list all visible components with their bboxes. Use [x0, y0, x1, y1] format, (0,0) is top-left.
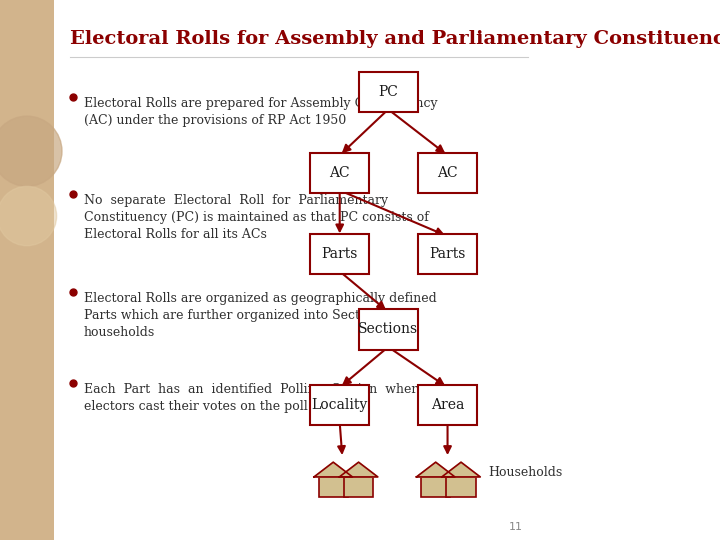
Text: Electoral Rolls for Assembly and Parliamentary Constituency: Electoral Rolls for Assembly and Parliam… [70, 30, 720, 48]
Text: AC: AC [437, 166, 458, 180]
Text: Electoral Rolls are prepared for Assembly Constituency
(AC) under the provisions: Electoral Rolls are prepared for Assembl… [84, 97, 437, 127]
Polygon shape [314, 462, 353, 477]
Bar [421, 477, 451, 497]
FancyBboxPatch shape [0, 0, 54, 540]
FancyBboxPatch shape [418, 384, 477, 426]
Polygon shape [339, 462, 378, 477]
Text: Locality: Locality [312, 398, 368, 412]
FancyBboxPatch shape [310, 233, 369, 274]
FancyBboxPatch shape [310, 152, 369, 193]
FancyBboxPatch shape [359, 309, 418, 350]
Text: Households: Households [488, 466, 562, 479]
Text: 11: 11 [509, 522, 523, 532]
Bar [446, 477, 476, 497]
FancyBboxPatch shape [418, 233, 477, 274]
Circle shape [0, 186, 57, 246]
Text: Area: Area [431, 398, 464, 412]
Polygon shape [442, 462, 480, 477]
Text: PC: PC [378, 85, 398, 99]
Text: Sections: Sections [358, 322, 418, 336]
Text: No  separate  Electoral  Roll  for  Parliamentary
Constituency (PC) is maintaine: No separate Electoral Roll for Parliamen… [84, 194, 428, 241]
Text: AC: AC [329, 166, 350, 180]
Bar [318, 477, 348, 497]
Text: Electoral Rolls are organized as geographically defined
Parts which are further : Electoral Rolls are organized as geograp… [84, 292, 436, 339]
FancyBboxPatch shape [310, 384, 369, 426]
Polygon shape [416, 462, 455, 477]
Text: Parts: Parts [429, 247, 466, 261]
FancyBboxPatch shape [359, 71, 418, 112]
Text: Parts: Parts [322, 247, 358, 261]
FancyBboxPatch shape [418, 152, 477, 193]
Bar [344, 477, 373, 497]
Circle shape [0, 116, 62, 186]
Text: Each  Part  has  an  identified  Polling  Station  where
electors cast their vot: Each Part has an identified Polling Stat… [84, 383, 424, 414]
